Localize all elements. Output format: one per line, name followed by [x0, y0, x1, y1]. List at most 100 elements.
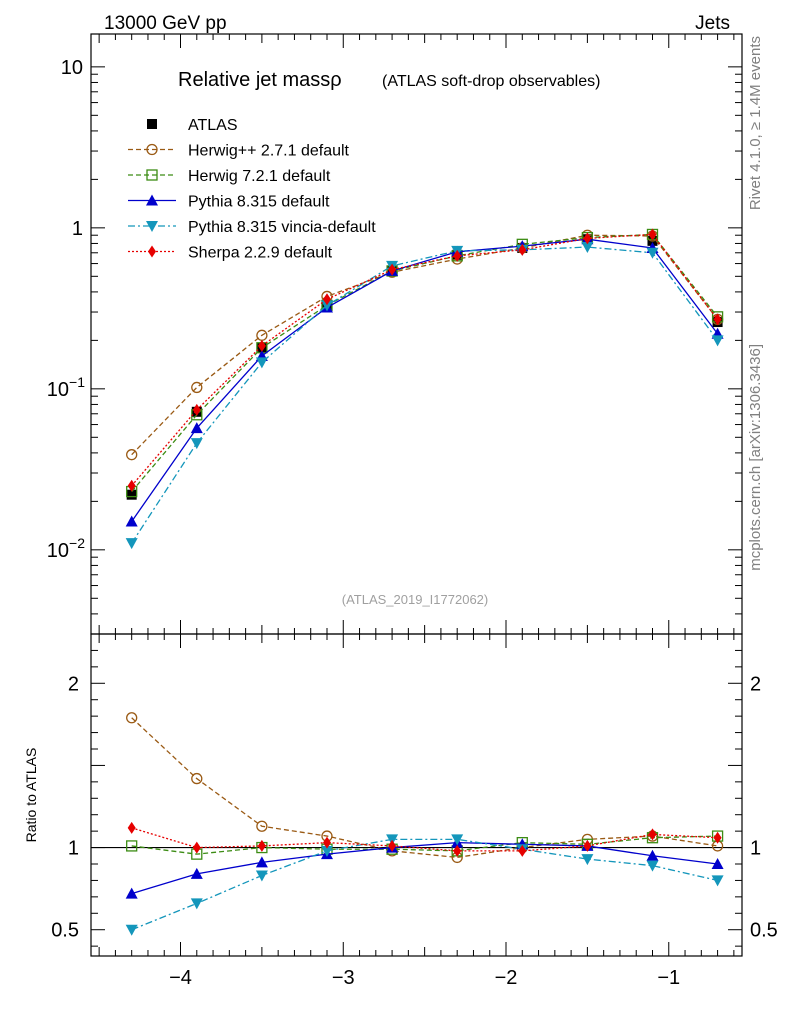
- ratio-line-herwig-7-2-1-default: [131, 835, 718, 855]
- ratio-point-pythia-8-315-vincia-default: [386, 834, 399, 846]
- legend-marker: [146, 143, 158, 156]
- main-line-sherpa-2-2-9-default: [131, 233, 719, 487]
- ratio-point-pythia-8-315-vincia-default: [125, 924, 138, 936]
- main-y-tick-label: 10: [61, 57, 83, 79]
- legend-marker: [146, 194, 158, 206]
- legend-entry-pythia-8-315-vincia-default: Pythia 8.315 vincia-default: [128, 219, 376, 236]
- ratio-series-pythia-8-315-default: [125, 836, 724, 899]
- ratio-point-sherpa-2-2-9-default: [322, 836, 331, 849]
- ratio-point-sherpa-2-2-9-default: [583, 839, 592, 852]
- ratio-point-sherpa-2-2-9-default: [257, 839, 266, 852]
- main-series-herwig-2-7-1-default: [126, 229, 724, 461]
- ratio-y-tick-label-right: 2: [750, 673, 761, 695]
- ratio-point-sherpa-2-2-9-default: [713, 831, 722, 844]
- ratio-y-tick-label: 2: [68, 673, 79, 695]
- legend-marker: [146, 221, 158, 232]
- ratio-line-herwig-2-7-1-default: [131, 717, 718, 859]
- main-line-pythia-8-315-default: [131, 238, 719, 522]
- legend-label: ATLAS: [188, 117, 238, 134]
- main-line-pythia-8-315-vincia-default: [131, 246, 719, 544]
- main-point-sherpa-2-2-9-default: [518, 243, 527, 256]
- ratio-line-sherpa-2-2-9-default: [131, 827, 718, 852]
- main-point-pythia-8-315-vincia-default: [190, 438, 203, 450]
- ratio-point-herwig-2-7-1-default: [191, 772, 203, 785]
- ratio-point-pythia-8-315-default: [190, 867, 203, 879]
- ratio-point-sherpa-2-2-9-default: [388, 839, 397, 852]
- main-point-pythia-8-315-vincia-default: [646, 247, 659, 259]
- ratio-point-pythia-8-315-default: [255, 856, 268, 868]
- main-point-sherpa-2-2-9-default: [453, 249, 462, 262]
- main-point-herwig-2-7-1-default: [126, 449, 138, 461]
- x-tick-label: −3: [332, 967, 355, 989]
- legend-entry-pythia-8-315-default: Pythia 8.315 default: [128, 194, 330, 211]
- ratio-point-sherpa-2-2-9-default: [518, 844, 527, 857]
- legend-entry-sherpa-2-2-9-default: Sherpa 2.2.9 default: [128, 245, 333, 262]
- ratio-series-herwig-2-7-1-default: [126, 712, 724, 864]
- main-point-sherpa-2-2-9-default: [388, 263, 397, 276]
- ratio-point-pythia-8-315-default: [711, 858, 724, 869]
- ratio-point-pythia-8-315-default: [646, 849, 659, 861]
- ratio-point-pythia-8-315-default: [125, 887, 138, 899]
- main-point-pythia-8-315-vincia-default: [125, 538, 138, 550]
- ratio-series-sherpa-2-2-9-default: [127, 821, 722, 857]
- mcplots-label: mcplots.cern.ch [arXiv:1306.3436]: [747, 344, 764, 571]
- main-series-layer: [125, 228, 724, 550]
- legend-label: Pythia 8.315 default: [188, 194, 330, 211]
- legend-marker: [147, 119, 157, 129]
- main-point-sherpa-2-2-9-default: [192, 403, 201, 416]
- x-tick-label: −2: [495, 967, 518, 989]
- ratio-plot-frame: [90, 633, 743, 957]
- ratio-y-tick-label-right: 0.5: [750, 920, 778, 942]
- main-point-sherpa-2-2-9-default: [648, 228, 657, 241]
- main-y-tick-label: 10−2: [47, 535, 85, 562]
- main-point-pythia-8-315-default: [125, 515, 138, 527]
- ratio-point-pythia-8-315-vincia-default: [190, 898, 203, 910]
- ratio-point-pythia-8-315-vincia-default: [711, 875, 724, 887]
- legend-entry-herwig-7-2-1-default: Herwig 7.2.1 default: [128, 168, 331, 185]
- plot-subtitle: (ATLAS soft-drop observables): [382, 73, 600, 90]
- legend-label: Sherpa 2.2.9 default: [188, 245, 333, 262]
- legend-label: Pythia 8.315 vincia-default: [188, 219, 376, 236]
- main-point-pythia-8-315-default: [190, 422, 203, 434]
- legend: ATLAS Herwig++ 2.7.1 default Herwig 7.2.1 …: [128, 117, 376, 262]
- main-point-pythia-8-315-vincia-default: [320, 300, 333, 312]
- main-point-sherpa-2-2-9-default: [257, 339, 266, 352]
- ratio-point-pythia-8-315-vincia-default: [255, 870, 268, 882]
- main-point-sherpa-2-2-9-default: [583, 232, 592, 245]
- main-series-pythia-8-315-default: [125, 233, 724, 527]
- ratio-line-pythia-8-315-vincia-default: [131, 838, 718, 931]
- main-point-atlas: [126, 489, 137, 500]
- ratio-axes: 0.5 0.5 1 1 2 2 −4 −3 −2 −1: [51, 634, 778, 989]
- x-tick-label: −1: [657, 967, 680, 989]
- ratio-point-herwig-2-7-1-default: [256, 820, 268, 832]
- main-point-pythia-8-315-vincia-default: [255, 357, 268, 369]
- main-point-sherpa-2-2-9-default: [322, 293, 331, 306]
- main-point-sherpa-2-2-9-default: [713, 313, 722, 326]
- ratio-point-pythia-8-315-vincia-default: [320, 845, 333, 857]
- main-y-tick-label: 1: [72, 218, 83, 240]
- ratio-point-sherpa-2-2-9-default: [192, 841, 201, 854]
- ratio-line-pythia-8-315-default: [131, 841, 718, 895]
- legend-entry-atlas: ATLAS: [147, 117, 238, 134]
- ratio-point-pythia-8-315-vincia-default: [581, 854, 594, 866]
- main-line-herwig-7-2-1-default: [131, 233, 719, 493]
- main-y-tick-label: 10−1: [47, 374, 85, 401]
- ratio-point-sherpa-2-2-9-default: [648, 828, 657, 841]
- main-point-pythia-8-315-vincia-default: [711, 335, 724, 347]
- legend-label: Herwig++ 2.7.1 default: [188, 143, 350, 160]
- collision-label: 13000 GeV pp: [104, 13, 227, 34]
- ratio-axis-label: Ratio to ATLAS: [23, 748, 39, 843]
- ratio-point-pythia-8-315-vincia-default: [646, 860, 659, 872]
- analysis-id-watermark: (ATLAS_2019_I1772062): [342, 592, 488, 607]
- main-axes: 10−2 10−1 1 10: [47, 34, 742, 635]
- main-point-pythia-8-315-vincia-default: [581, 242, 594, 254]
- ratio-series-layer: [125, 712, 724, 936]
- main-point-herwig-2-7-1-default: [191, 381, 203, 394]
- ratio-point-herwig-7-2-1-default: [126, 840, 138, 852]
- legend-label: Herwig 7.2.1 default: [188, 168, 331, 185]
- legend-marker: [148, 245, 156, 258]
- legend-entry-herwig-2-7-1-default: Herwig++ 2.7.1 default: [128, 143, 350, 160]
- main-series-sherpa-2-2-9-default: [127, 228, 722, 492]
- main-series-atlas: [126, 234, 723, 500]
